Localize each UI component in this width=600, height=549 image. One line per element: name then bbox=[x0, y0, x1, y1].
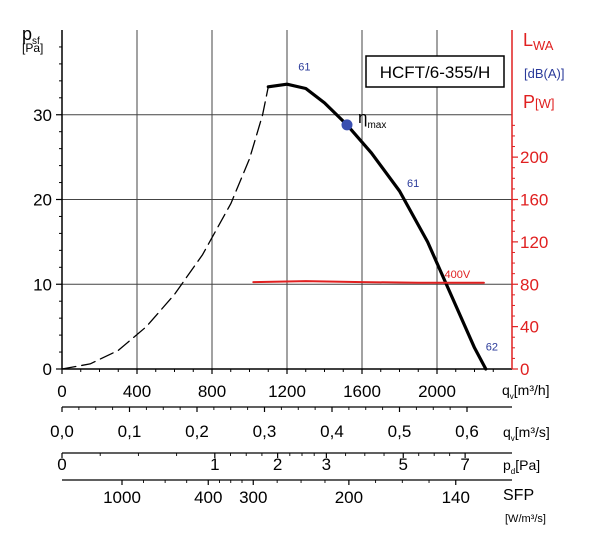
left-axis-label: psf bbox=[22, 24, 40, 47]
right-tick-label: 0 bbox=[520, 360, 529, 379]
secondary-axis-tick-label: 0,0 bbox=[50, 422, 74, 441]
secondary-axis-unit: [Pa] bbox=[515, 457, 540, 473]
secondary-axis-tick-label: 3 bbox=[322, 455, 331, 474]
left-tick-label: 10 bbox=[33, 275, 52, 294]
x-tick-label: 800 bbox=[198, 382, 226, 401]
secondary-axis-tick-label: 2 bbox=[273, 455, 282, 474]
secondary-axis-tick-label: 0,6 bbox=[455, 422, 479, 441]
annotations: 61 61 62 400V ηmax bbox=[298, 62, 498, 354]
secondary-axis-tick-label: 7 bbox=[460, 455, 469, 474]
secondary-axis-tick-label: 0,2 bbox=[185, 422, 209, 441]
secondary-axis: 0,0 0,1 0,2 0,3 0,4 0,5 0,6 qv[m³/s] bbox=[50, 406, 550, 443]
x-axis-label: qv[m³/h] bbox=[502, 382, 550, 401]
curves bbox=[61, 82, 488, 371]
model-label-frame bbox=[365, 55, 505, 88]
secondary-axis-label: SFP bbox=[503, 487, 534, 504]
secondary-axis-tick-label: 1000 bbox=[103, 488, 141, 507]
lwa-axis-unit: [dB(A)] bbox=[524, 66, 564, 81]
secondary-axis-tick-label: 300 bbox=[239, 488, 267, 507]
x-axis: qv[m³/h] 0 400 800 1200 1600 2000 bbox=[57, 369, 550, 401]
eta-max-point bbox=[341, 119, 353, 131]
secondary-axis-tick-label: 0,1 bbox=[118, 422, 142, 441]
right-tick-label: 40 bbox=[520, 318, 539, 337]
secondary-axis-tick-label: 200 bbox=[335, 488, 363, 507]
lwa-axis-label: LWA bbox=[523, 30, 554, 53]
pressure-curve bbox=[266, 82, 488, 371]
secondary-axis-tick-label: 0,5 bbox=[388, 422, 412, 441]
secondary-axis-tick-label: 1 bbox=[210, 455, 219, 474]
curve-annotation: 61 bbox=[298, 62, 310, 74]
right-tick-label: 200 bbox=[520, 148, 548, 167]
secondary-axis: 0 1 2 3 5 7 pd[Pa] bbox=[57, 452, 540, 476]
x-tick-label: 0 bbox=[57, 382, 66, 401]
secondary-axis-tick-label: 0,4 bbox=[320, 422, 344, 441]
power-curve bbox=[252, 280, 485, 284]
left-tick-label: 20 bbox=[33, 191, 52, 210]
secondary-axis-tick-label: 140 bbox=[442, 488, 470, 507]
secondary-axis-unit: [W/m³/s] bbox=[505, 513, 546, 525]
secondary-axis-label-main: p bbox=[503, 457, 511, 473]
left-axis: psf [Pa] 0 10 20 30 bbox=[22, 24, 62, 379]
secondary-axis-tick-label: 0 bbox=[57, 455, 66, 474]
secondary-axis-label: pd[Pa] bbox=[503, 457, 540, 476]
left-tick-label: 0 bbox=[43, 360, 52, 379]
left-axis-unit: [Pa] bbox=[22, 41, 43, 55]
x-tick-label: 1600 bbox=[343, 382, 381, 401]
right-axis: LWA [dB(A)] P[W] 0 40 80 120 160 200 bbox=[512, 30, 564, 379]
right-tick-label: 80 bbox=[520, 275, 539, 294]
eta-max-label: ηmax bbox=[358, 108, 386, 131]
secondary-axis: 1000 400 300 200 140 SFP [W/m³/s] bbox=[62, 479, 546, 525]
model-label-box: HCFT/6-355/H bbox=[365, 55, 505, 88]
secondary-axis-label: qv[m³/s] bbox=[503, 424, 550, 443]
model-label-text: HCFT/6-355/H bbox=[380, 63, 491, 82]
x-tick-label: 2000 bbox=[418, 382, 456, 401]
secondary-axis-tick-label: 400 bbox=[194, 488, 222, 507]
secondary-axis-unit: [m³/s] bbox=[515, 424, 550, 440]
x-tick-label: 400 bbox=[123, 382, 151, 401]
eta-symbol: η bbox=[358, 108, 367, 127]
secondary-axis-label-sub: v bbox=[511, 434, 515, 443]
eta-subscript: max bbox=[367, 120, 386, 131]
right-tick-label: 120 bbox=[520, 233, 548, 252]
power-axis-label: P[W] bbox=[523, 92, 555, 112]
curve-annotation: 400V bbox=[445, 269, 471, 281]
x-tick-label: 1200 bbox=[268, 382, 306, 401]
curve-annotation: 62 bbox=[486, 341, 498, 353]
secondary-axis-label-main: SFP bbox=[503, 487, 534, 504]
right-tick-label: 160 bbox=[520, 191, 548, 210]
secondary-axes: 0,0 0,1 0,2 0,3 0,4 0,5 0,6 qv[m³/s] 0 1 2 3 5 7 pd[Pa… bbox=[50, 406, 550, 525]
left-tick-label: 30 bbox=[33, 106, 52, 125]
secondary-axis-tick-label: 5 bbox=[399, 455, 408, 474]
curve-annotation: 61 bbox=[407, 178, 419, 190]
secondary-axis-label-sub: d bbox=[511, 467, 515, 476]
secondary-axis-tick-label: 0,3 bbox=[253, 422, 277, 441]
pressure-curve-unstable bbox=[61, 86, 269, 370]
secondary-axis-label-main: q bbox=[503, 424, 511, 440]
